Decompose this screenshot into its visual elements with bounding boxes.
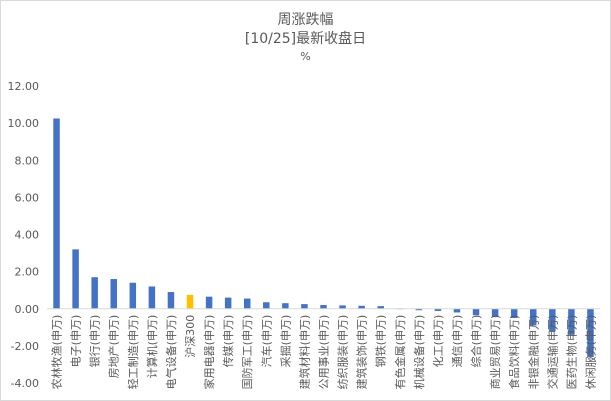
bar (491, 308, 499, 318)
x-tick-label: 电子(申万) (70, 315, 83, 368)
x-tick-label: 农林牧渔(申万) (50, 315, 64, 390)
x-tick-label: 房地产(申万) (107, 315, 121, 379)
x-tick-label: 电气设备(申万) (164, 315, 178, 390)
chart-subtitle: [10/25]最新收盘日 (244, 31, 367, 47)
y-tick-label: 4.00 (15, 229, 40, 242)
bar (377, 306, 384, 309)
bar (224, 297, 232, 309)
bar (53, 118, 60, 309)
bar (434, 308, 442, 311)
bar (301, 304, 308, 309)
x-tick-label: 建筑材料(申万) (297, 315, 311, 390)
bar (186, 294, 194, 309)
x-tick-label: 钢铁(申万) (375, 315, 388, 368)
y-tick-label: -4.00 (11, 377, 39, 390)
x-tick-label: 家用电器(申万) (202, 315, 216, 390)
bar (110, 279, 117, 309)
bar (167, 292, 175, 309)
x-tick-label: 轻工制造(申万) (126, 315, 140, 390)
x-tick-label: 通信(申万) (451, 315, 464, 368)
bar (91, 277, 98, 309)
x-tick-label: 国防军工(申万) (240, 315, 254, 390)
x-tick-label: 纺织服装(申万) (336, 315, 350, 390)
x-tick-label: 交通运输(申万) (545, 315, 559, 390)
bar (510, 308, 518, 319)
bar (587, 308, 594, 358)
bar (472, 308, 480, 316)
x-tick-label: 建筑装饰(申万) (355, 315, 369, 390)
bar (129, 282, 137, 309)
bar (72, 249, 79, 309)
y-tick-label: -2.00 (11, 340, 39, 353)
bar (205, 296, 213, 309)
x-tick-label: 商业贸易(申万) (488, 315, 502, 390)
x-tick-label: 公用事业(申万) (318, 315, 331, 390)
x-tick-label: 综合(申万) (469, 315, 483, 368)
x-tick-label: 沪深300 (183, 315, 197, 358)
x-tick-label: 银行(申万) (88, 315, 102, 368)
bar (358, 305, 365, 309)
bar-series (53, 118, 594, 358)
bar (415, 308, 423, 311)
chart-unit: % (300, 50, 311, 63)
y-axis: -4.00 -2.00 0.00 2.00 4.00 6.00 8.00 10.00 12.00 (8, 80, 40, 390)
bar (282, 303, 289, 309)
x-tick-label: 有色金属(申万) (393, 315, 407, 390)
y-tick-label: 10.00 (8, 117, 40, 130)
x-tick-label: 传媒(申万) (222, 315, 235, 368)
x-tick-label: 休闲服务(申万) (583, 315, 597, 390)
bar (339, 305, 346, 309)
y-tick-label: 0.00 (15, 303, 40, 316)
x-tick-label: 食品饮料(申万) (507, 315, 521, 390)
x-tick-label: 化工(申万) (431, 315, 445, 368)
chart-title: 周涨跌幅 (277, 12, 334, 28)
bar (568, 308, 575, 335)
y-tick-label: 2.00 (15, 266, 40, 279)
x-tick-label: 汽车(申万) (259, 315, 273, 368)
y-tick-label: 8.00 (15, 154, 40, 167)
bar (453, 308, 461, 313)
bar (243, 298, 251, 309)
x-tick-label: 非银金融(申万) (526, 315, 540, 390)
bar (263, 302, 270, 309)
x-axis: 农林牧渔(申万) 电子(申万) 银行(申万) 房地产(申万) 轻工制造(申万) 计算机(申… (47, 308, 600, 390)
x-tick-label: 机械设备(申万) (412, 315, 426, 390)
y-tick-label: 6.00 (15, 191, 40, 204)
y-tick-label: 12.00 (8, 80, 40, 93)
bar (549, 308, 556, 332)
x-tick-label: 医药生物(申万) (564, 315, 578, 390)
x-tick-label: 计算机(申万) (145, 315, 159, 379)
bar (530, 308, 537, 326)
bar (148, 286, 156, 309)
x-tick-label: 采掘(申万) (278, 315, 292, 368)
bar (320, 305, 327, 309)
